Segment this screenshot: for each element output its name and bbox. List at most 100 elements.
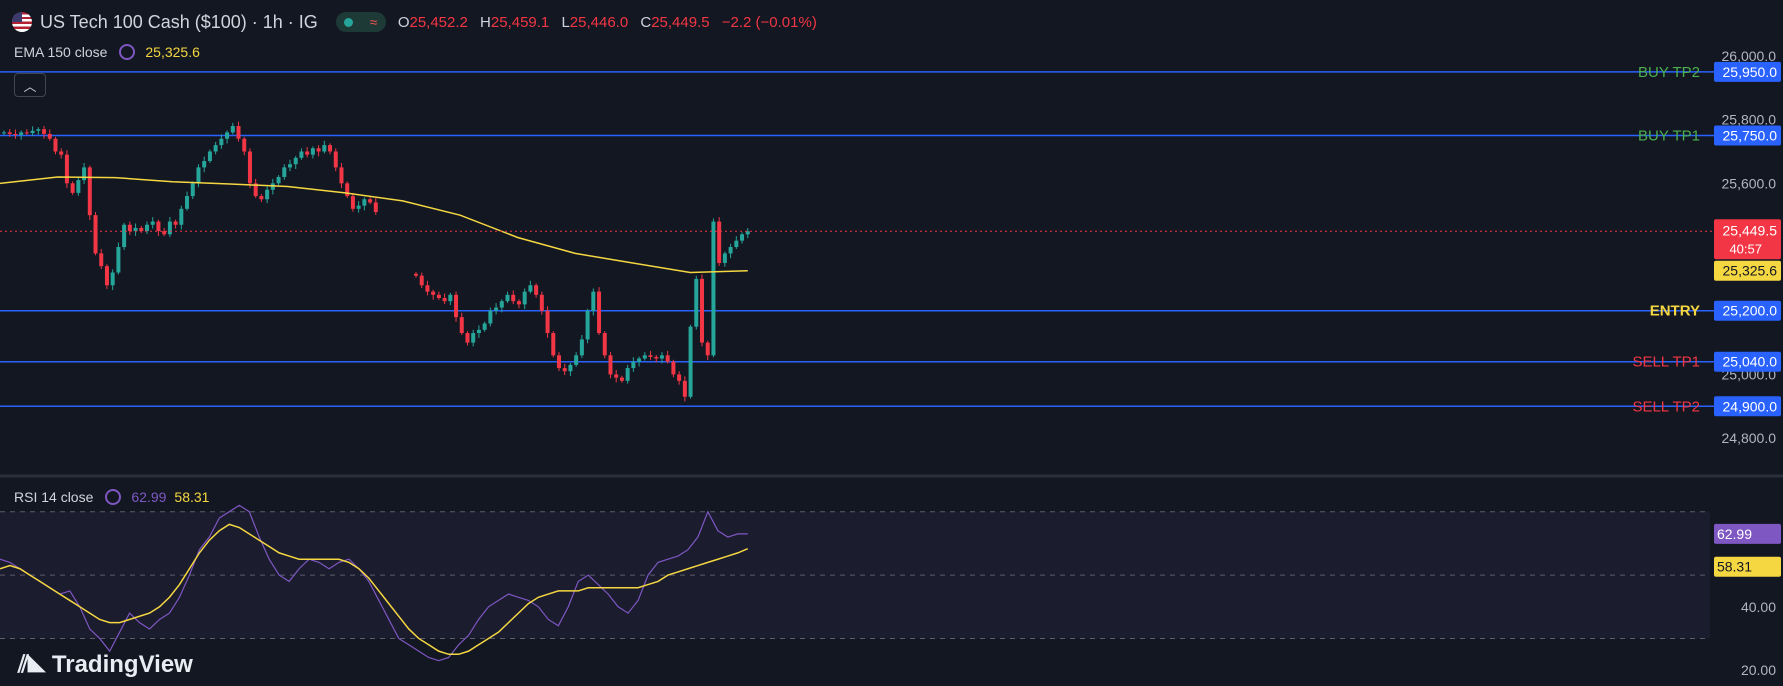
candle-body [671,361,676,375]
candle-body [225,132,230,139]
change-value: −2.2 (−0.01%) [721,13,817,31]
rsi-settings-icon[interactable] [105,489,122,505]
candle-body [602,333,607,356]
candle-body [70,183,75,193]
level-label: SELL TP1 [1632,354,1700,371]
ema-label: EMA 150 close [14,44,108,60]
candle-body [694,278,699,327]
candle-body [579,339,584,356]
level-price-label: 25,750.0 [1723,128,1778,144]
candle-body [179,208,184,225]
candle-body [528,285,533,292]
candle-body [534,285,539,295]
candle-body [568,364,573,372]
level-label: SELL TP2 [1632,398,1700,415]
candle-body [431,291,436,295]
candle-body [213,145,218,152]
rsi-legend[interactable]: RSI 14 close 62.99 58.31 [14,487,209,507]
candle-body [242,138,247,152]
candle-body [265,189,270,200]
price-axis-tick: 26,000.0 [1722,48,1777,64]
candle-body [591,291,596,311]
candle-body [310,148,315,155]
candle-body [7,132,12,134]
candle-body [190,183,195,197]
candle-body [293,157,298,165]
candle-body [173,221,178,225]
candle-body [688,326,693,397]
market-open-dot-icon [344,17,354,27]
ema-line [0,176,748,274]
candle-body [574,355,579,365]
ema-legend[interactable]: EMA 150 close 25,325.6 [14,42,200,62]
candle-body [614,374,619,378]
level-price-tag [1714,351,1781,372]
symbol-title[interactable]: US Tech 100 Cash ($100) · 1h · IG [40,11,318,32]
candle-body [104,266,109,286]
candle-body [87,167,92,216]
ema-price-tag [1714,260,1781,281]
chart-header: US Tech 100 Cash ($100) · 1h · IG ≈ O25,… [12,10,825,34]
candle-body [648,355,653,357]
candle-body [545,310,550,334]
candle-body [419,275,424,286]
indicator-settings-icon[interactable] [119,44,136,60]
candle-body [24,132,29,134]
high-value: 25,459.1 [490,13,550,31]
candle-body [122,224,127,248]
close-value: 25,449.5 [651,13,710,31]
rsi-label: RSI 14 close [14,489,94,505]
candle-body [505,294,510,302]
candle-body [722,253,727,263]
candle-body [425,285,430,292]
us-flag-icon [12,12,32,32]
candle-body [230,126,235,133]
candle-body [13,133,18,135]
price-axis-tick: 24,800.0 [1722,430,1777,446]
candle-body [740,234,745,241]
candle-body [185,196,190,209]
candle-body [299,151,304,158]
candle-body [459,317,464,334]
candle-body [247,151,252,184]
candle-body [373,202,378,212]
candle-body [476,329,481,334]
rsi-value-label: 62.99 [1717,526,1752,542]
candle-body [2,132,6,134]
candle-body [145,224,149,232]
collapse-legend-button[interactable]: ︿ [14,73,46,97]
candle-body [150,221,155,225]
candle-body [76,180,81,193]
candle-body [133,227,138,232]
level-price-tag [1714,125,1781,146]
candle-body [196,167,201,184]
candle-body [705,342,710,356]
level-price-tag [1714,396,1781,417]
candle-body [345,183,350,197]
candle-body [59,151,64,155]
candle-body [700,278,704,343]
candle-body [282,167,287,177]
candle-body [207,151,212,162]
tradingview-logo[interactable]: ⫽◣ TradingView [18,651,193,679]
logo-text: TradingView [51,651,193,678]
price-axis-tick: 25,600.0 [1722,175,1777,191]
candle-body [259,196,264,200]
candle-body [316,148,321,152]
candle-body [110,272,115,286]
market-status-pill[interactable]: ≈ [335,12,386,32]
candle-body [328,145,333,152]
candle-body [482,323,487,330]
candle-body [339,167,344,184]
rsi-ma-value-label: 58.31 [1717,559,1752,575]
rsi-ma-value: 58.31 [174,489,210,505]
candle-body [356,205,361,209]
candle-body [454,294,459,318]
candle-body [36,129,41,131]
candle-body [494,307,499,311]
ema-price-label: 25,325.6 [1723,263,1778,279]
rsi-line [0,504,748,662]
candle-body [30,130,35,134]
candle-body [619,377,624,381]
